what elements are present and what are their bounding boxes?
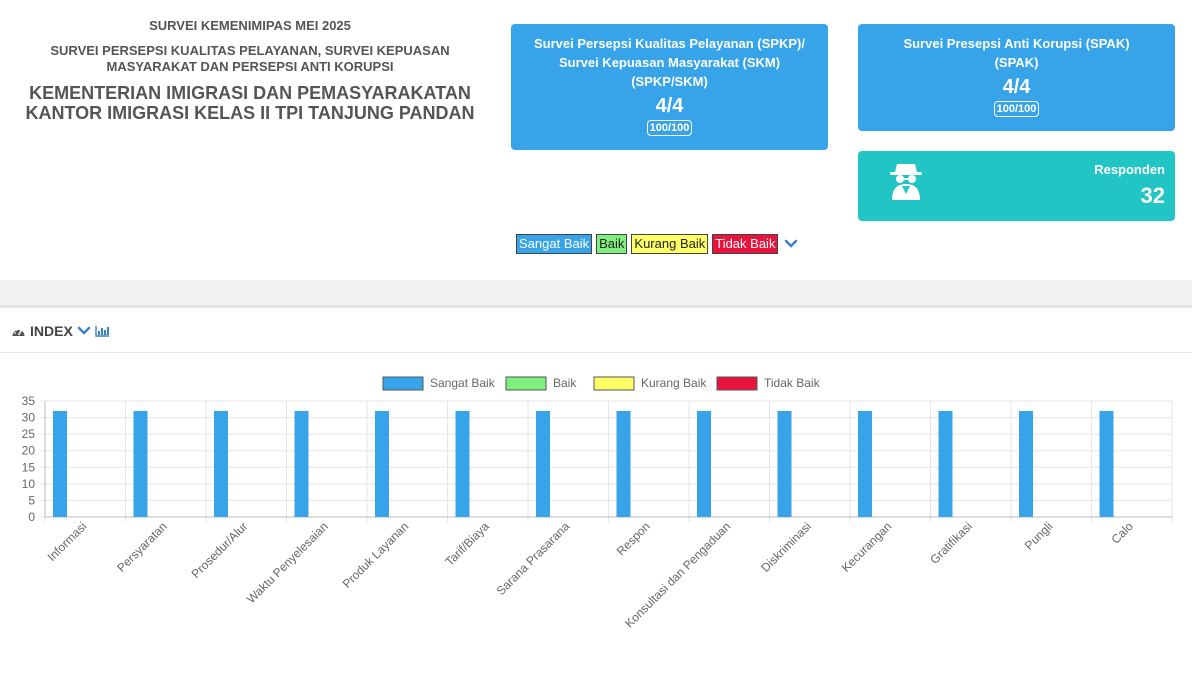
y-tick-label: 25 [22,427,36,441]
spak-score-badge: 100/100 [993,101,1040,117]
x-tick-label: Sarana Prasarana [494,519,573,598]
bar [536,410,550,517]
survey-subtitle-line-1: SURVEI PERSEPSI KUALITAS PELAYANAN, SURV… [50,43,450,58]
x-tick-label: Pungli [1022,519,1055,552]
respondent-label: Responden [1094,162,1165,177]
index-bar-chart: Sangat Baik Baik Kurang Baik Tidak Baik 0 5 10… [22,376,1173,631]
legend-label: Baik [553,376,577,390]
chevron-down-icon[interactable] [784,238,798,250]
spak-title-line-1: Survei Presepsi Anti Korupsi (SPAK) [903,36,1130,51]
x-tick-label: Respon [614,519,653,558]
section-divider-line [0,305,1192,308]
skm-card-title: Survei Persepsi Kualitas Pelayanan (SPKP… [511,24,828,91]
bar [53,410,67,517]
org-name-line-2: KANTOR IMIGRASI KELAS II TPI TANJUNG PAN… [25,103,475,123]
skm-title-line-1: Survei Persepsi Kualitas Pelayanan (SPKP… [534,36,805,51]
legend-label: Sangat Baik [430,376,496,390]
legend-swatch [382,376,424,391]
bar [858,410,872,517]
skm-title-line-3: (SPKP/SKM) [631,74,708,89]
x-tick-label: Kecurangan [839,519,895,575]
bar [777,410,792,517]
x-tick-label: Gratifikasi [927,519,975,567]
spak-title-line-2: (SPAK) [994,55,1039,70]
x-tick-label: Produk Layanan [340,519,412,591]
spak-score-card: Survei Presepsi Anti Korupsi (SPAK) (SPA… [858,24,1175,131]
y-tick-label: 20 [22,444,36,458]
respondent-count: 32 [1140,183,1165,208]
x-tick-label: Diskriminasi [758,519,814,575]
dashboard-icon [12,328,25,336]
org-name-line-1: KEMENTERIAN IMIGRASI DAN PEMASYARAKATAN [29,83,471,103]
bar [697,410,711,517]
x-tick-label: Waktu Penyelesaian [244,519,331,606]
bar [1019,410,1033,517]
x-tick-label: Persyaratan [114,519,170,575]
y-tick-label: 35 [22,394,36,408]
legend-tag-tidak-baik: Tidak Baik [712,234,779,254]
skm-score-card: Survei Persepsi Kualitas Pelayanan (SPKP… [511,24,828,150]
legend-swatch [716,376,758,391]
index-header: INDEX [11,322,110,340]
index-title: INDEX [30,323,73,339]
survey-subtitle-line-2: MASYARAKAT DAN PERSEPSI ANTI KORUPSI [106,59,394,74]
bar-chart-icon[interactable] [95,325,110,337]
x-tick-label: Tarif/Biaya [442,519,492,569]
bar [294,410,309,517]
legend-tag-kurang-baik: Kurang Baik [631,234,709,254]
legend-tag-sangat-baik: Sangat Baik [516,234,593,254]
legend-label: Kurang Baik [641,376,707,390]
y-tick-label: 5 [28,493,35,507]
skm-score-badge: 100/100 [646,120,693,136]
legend-swatch [505,376,547,391]
bar [455,410,470,517]
index-header-divider [0,352,1192,353]
x-tick-label: Prosedur/Alur [189,519,251,581]
bar [938,410,953,517]
y-tick-label: 10 [22,477,36,491]
chevron-down-icon[interactable] [77,325,91,337]
legend-label: Tidak Baik [764,376,821,390]
spak-card-title: Survei Presepsi Anti Korupsi (SPAK) (SPA… [858,24,1175,72]
x-tick-label: Informasi [45,519,90,564]
bar [1099,410,1114,517]
bar [133,410,148,517]
y-tick-label: 0 [28,510,35,524]
bar [214,410,228,517]
spy-icon [890,164,922,200]
org-name: KEMENTERIAN IMIGRASI DAN PEMASYARAKATAN … [0,83,500,123]
bar [375,410,389,517]
survey-subtitle: SURVEI PERSEPSI KUALITAS PELAYANAN, SURV… [0,43,500,75]
skm-score: 4/4 [655,95,684,117]
spak-score: 4/4 [1002,76,1031,98]
respondent-card: Responden 32 [858,151,1175,221]
rating-legend: Sangat Baik Baik Kurang Baik Tidak Baik [516,234,798,254]
x-tick-label: Calo [1109,519,1137,547]
bar [616,410,631,517]
section-divider [0,280,1192,306]
skm-title-line-2: Survei Kepuasan Masyarakat (SKM) [558,55,781,70]
y-tick-label: 30 [22,411,36,425]
legend-tag-baik: Baik [596,234,628,254]
legend-swatch [593,376,635,391]
survey-title: SURVEI KEMENIMIPAS MEI 2025 [149,18,351,33]
y-tick-label: 15 [22,460,36,474]
